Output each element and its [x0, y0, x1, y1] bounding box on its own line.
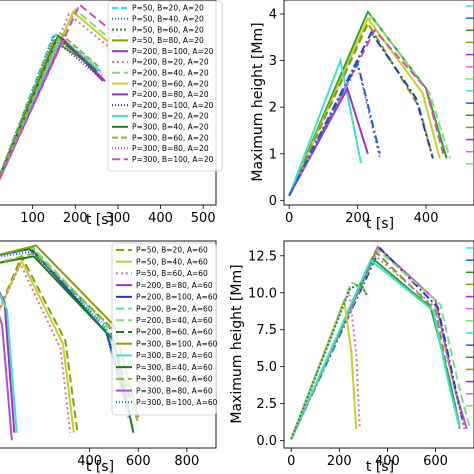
series-line-9 [288, 62, 381, 197]
x-tick-label: 500 [191, 211, 216, 226]
plot-area-frame [283, 0, 474, 206]
legend-entry: P=50, B=20, A=20 [132, 4, 204, 13]
chart-panel-bottom-right: 0 200 400 600 0.0 2.5 5.0 7.5 10.0 12.5 t [s] Maxim… [229, 240, 474, 474]
legend-entry: P=50, B=20, A=60 [136, 246, 208, 255]
legend-entry: P=200, B=80, A=60 [136, 281, 213, 290]
x-axis-label: t [s] [366, 216, 394, 232]
legend-entry: P=200, B=40, A=20 [132, 69, 209, 78]
x-tick-label: 400 [375, 454, 400, 469]
y-tick-label: 2.5 [256, 397, 277, 412]
x-tick-label: 100 [20, 211, 45, 226]
y-tick-label: 0.0 [256, 434, 277, 449]
series-line-10 [288, 60, 381, 197]
x-tick-label: 600 [126, 454, 151, 469]
series-line-10 [0, 41, 100, 180]
legend-entry: P=300, B=60, A=20 [132, 133, 209, 142]
legend-entry: P=200, B=80, A=20 [132, 90, 209, 99]
legend-entry: P=300, B=40, A=60 [136, 363, 213, 372]
chart-panel-top-right: 0 200 400 0 1 2 3 4 t [s] Maximum height [Mm] [250, 0, 474, 232]
y-axis-label: Maximum height [Mm] [229, 264, 245, 423]
y-axis-label: Maximum height [Mm] [250, 22, 266, 181]
legend-entry: P=200, B=20, A=20 [132, 58, 209, 67]
y-tick-label: 12.5 [248, 249, 277, 264]
series-line-2 [290, 246, 466, 440]
legend-entry: P=300, B=40, A=20 [132, 123, 209, 132]
legend-entry: P=50, B=60, A=60 [136, 269, 208, 278]
legend-entry: P=300, B=100, A=60 [136, 398, 218, 407]
x-axis-label: t [s] [366, 459, 394, 474]
series-line-4 [0, 291, 16, 433]
legend-entry: P=200, B=20, A=60 [136, 304, 213, 313]
x-tick-label: 400 [148, 211, 173, 226]
legend-entry: P=50, B=60, A=20 [132, 25, 204, 34]
series-line-10 [0, 292, 18, 433]
y-tick-label: 5.0 [256, 360, 277, 375]
legend-entry: P=200, B=100, A=20 [132, 101, 214, 110]
series-line-7 [290, 258, 461, 440]
series-line-5 [290, 257, 461, 440]
x-tick-label: 800 [174, 454, 199, 469]
series-line-6 [290, 254, 466, 440]
series-line-3 [288, 16, 441, 197]
legend-entry: P=300, B=20, A=60 [136, 351, 213, 360]
legend-entry: P=300, B=100, A=60 [136, 339, 218, 348]
series-line-5 [0, 247, 130, 410]
chart-panel-bottom-left: 0400600800t [s]P=50, B=20, A=60P=50, B=4… [0, 240, 218, 474]
y-tick-label: 10.0 [248, 286, 277, 301]
chart-panel-top-left: 0100200300400500t [s]P=50, B=20, A=20P=5… [0, 0, 223, 228]
legend-entry: P=200, B=100, A=60 [136, 293, 218, 302]
series-line-2 [288, 14, 452, 197]
legend-entry: P=200, B=60, A=20 [132, 79, 209, 88]
series-line-9 [290, 289, 361, 440]
series-line-3 [0, 36, 96, 179]
legend-entry: P=300, B=20, A=20 [132, 112, 209, 121]
legend-entry: P=50, B=40, A=20 [132, 15, 204, 24]
x-tick-label: 200 [327, 454, 352, 469]
series-line-6 [0, 12, 117, 180]
x-axis-label: t [s] [86, 212, 114, 228]
y-tick-label: 0 [269, 194, 277, 209]
legend-box [111, 242, 217, 416]
legend: P=50, B=20, A=60 P=50, B=40, A=60 P=50, B=… [111, 242, 218, 416]
series-line-6 [288, 30, 434, 197]
series-line-4 [290, 249, 461, 440]
y-tick-label: 1 [269, 147, 277, 162]
x-tick-label: 300 [106, 211, 131, 226]
legend-entry: P=50, B=40, A=60 [136, 257, 208, 266]
x-tick-label: 400 [77, 454, 102, 469]
x-tick-label: 0 [287, 454, 295, 469]
series-line-13 [0, 315, 13, 441]
series-line-11 [290, 282, 368, 440]
series-group [288, 9, 452, 197]
x-tick-label: 600 [423, 454, 448, 469]
series-line-8 [0, 247, 132, 403]
series-line-1 [288, 9, 448, 197]
legend-entry: P=300, B=80, A=20 [132, 144, 209, 153]
series-group [0, 3, 128, 181]
x-tick-label: 400 [414, 211, 439, 226]
x-tick-label: 200 [345, 211, 370, 226]
legend: P=50, B=20, A=20P=50, B=40, A=20P=50, B=… [107, 0, 223, 172]
legend-box [107, 0, 223, 172]
series-line-4 [288, 21, 434, 197]
x-tick-label: 200 [63, 211, 88, 226]
y-tick-label: 7.5 [256, 323, 277, 338]
legend-entry: P=200, B=60, A=60 [136, 328, 213, 337]
y-tick-label: 2 [269, 101, 277, 116]
x-axis-label: t [s] [86, 459, 114, 474]
legend-entry: P=300, B=100, A=20 [132, 155, 214, 164]
legend-entry: P=200, B=100, A=20 [132, 47, 214, 56]
legend-entry: P=200, B=40, A=60 [136, 316, 213, 325]
legend-entry: P=50, B=80, A=20 [132, 36, 204, 45]
series-line-7 [288, 56, 363, 197]
series-group [290, 245, 471, 440]
x-tick-label: 0 [285, 211, 293, 226]
legend-entry: P=300, B=80, A=60 [136, 386, 213, 395]
y-tick-label: 4 [269, 7, 277, 22]
legend-entry: P=300, B=60, A=60 [136, 375, 213, 384]
y-tick-label: 3 [269, 54, 277, 69]
plot-area-frame [283, 240, 474, 449]
